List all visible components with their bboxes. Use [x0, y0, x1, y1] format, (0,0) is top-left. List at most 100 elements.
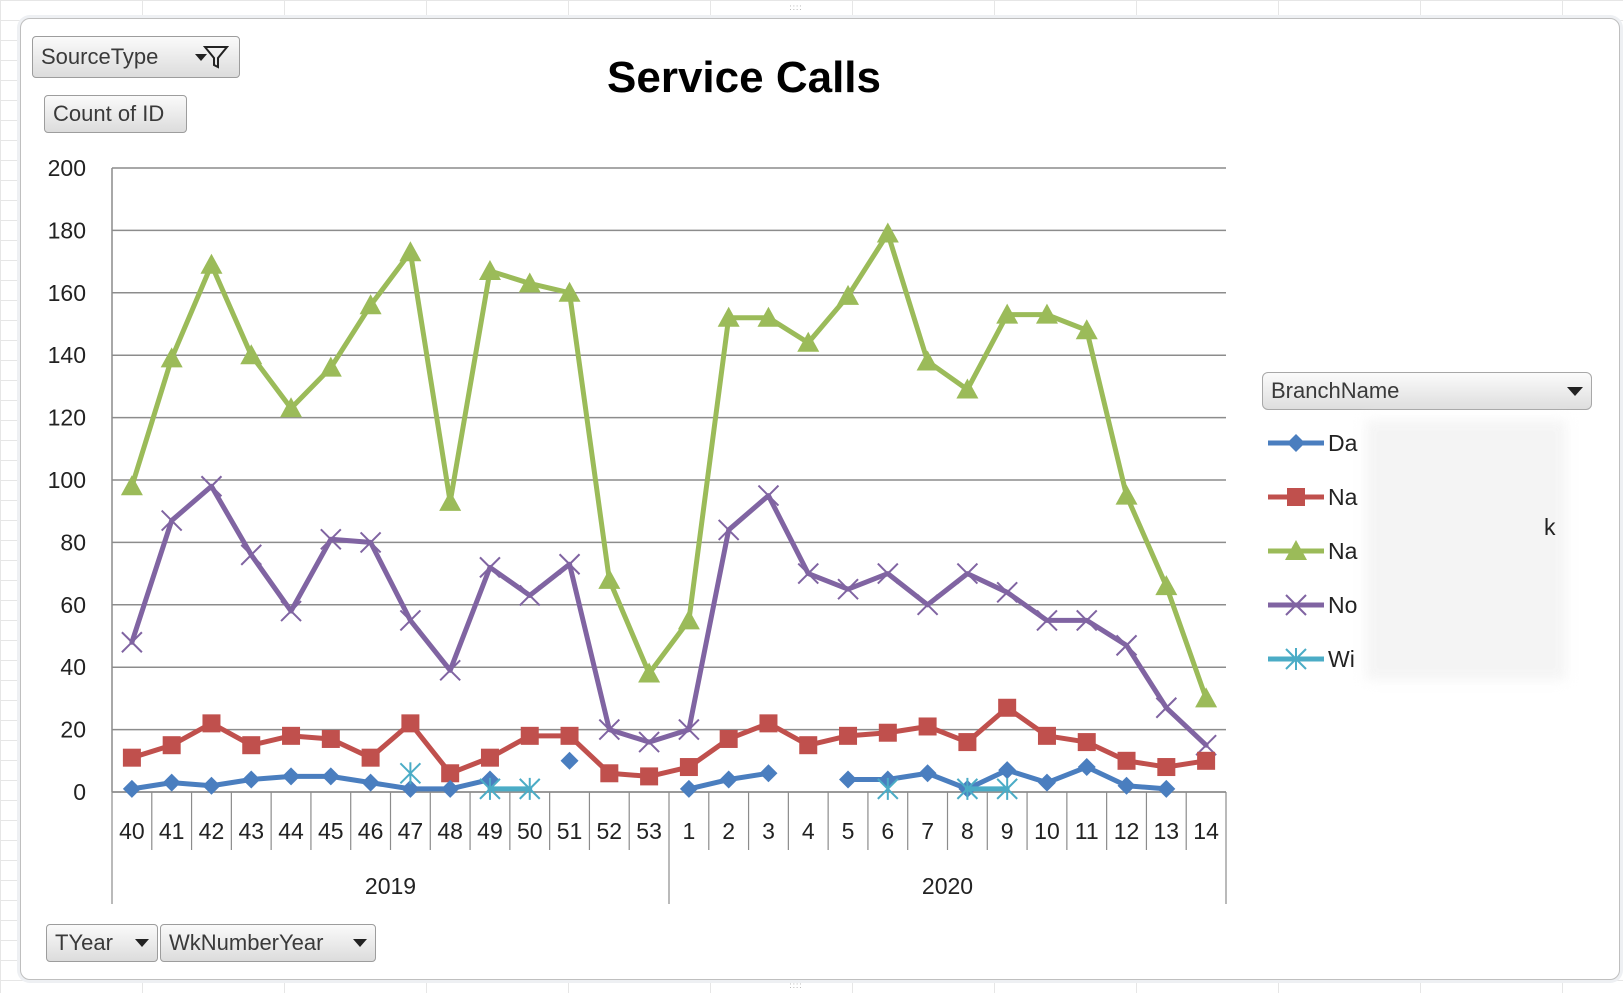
- legend-header-label: BranchName: [1271, 378, 1400, 403]
- data-point: [321, 767, 340, 786]
- data-point: [558, 553, 581, 575]
- x-tick-label: 50: [517, 818, 543, 844]
- data-point: [640, 767, 659, 786]
- data-point: [1157, 758, 1176, 777]
- series-1: [122, 698, 1216, 786]
- tyear-field-button[interactable]: TYear: [46, 924, 158, 962]
- data-point: [717, 306, 740, 327]
- data-point: [518, 272, 541, 293]
- data-point: [479, 777, 501, 800]
- legend-label: Na: [1328, 538, 1358, 564]
- resize-handle-top[interactable]: ::::: [789, 3, 803, 12]
- legend-marker: [1287, 434, 1305, 452]
- chart-title: Service Calls: [607, 53, 881, 102]
- data-point: [1115, 484, 1138, 505]
- source-type-label: SourceType: [41, 44, 159, 69]
- data-point: [956, 777, 979, 800]
- gridlines: [112, 167, 1226, 793]
- x-tick-label: 14: [1193, 818, 1219, 844]
- data-point: [876, 222, 899, 243]
- data-point: [320, 528, 342, 550]
- data-point: [958, 733, 977, 752]
- data-point: [1037, 773, 1056, 792]
- chevron-down-icon: [353, 939, 367, 947]
- x-tick-label: 4: [802, 818, 815, 844]
- data-point: [878, 723, 897, 742]
- data-point: [441, 764, 460, 783]
- data-point: [480, 748, 499, 767]
- legend-swatch-3: [1268, 594, 1324, 616]
- legend-label: Na: [1328, 484, 1358, 510]
- data-point: [162, 736, 181, 755]
- data-point: [996, 581, 1018, 604]
- legend-label-tail: k: [1544, 514, 1556, 540]
- data-point: [839, 770, 858, 789]
- x-tick-label: 53: [636, 818, 662, 844]
- series-line: [129, 705, 1209, 779]
- x-tick-label: 2: [722, 818, 735, 844]
- data-point: [1197, 751, 1216, 770]
- x-tick-label: 3: [762, 818, 775, 844]
- data-point: [1117, 751, 1136, 770]
- data-point: [956, 378, 979, 399]
- data-point: [719, 770, 738, 789]
- data-point: [918, 764, 937, 783]
- data-point: [719, 729, 738, 748]
- resize-handle-bottom[interactable]: ::::: [789, 981, 803, 990]
- data-point: [160, 509, 183, 532]
- data-point: [759, 714, 778, 733]
- data-point: [1076, 609, 1098, 632]
- data-point: [121, 631, 143, 653]
- data-point: [361, 773, 380, 792]
- data-point: [399, 241, 422, 262]
- data-point: [996, 303, 1019, 324]
- series-4: [399, 762, 1018, 800]
- data-point: [242, 736, 261, 755]
- data-point: [837, 284, 860, 305]
- data-point: [200, 253, 223, 274]
- x-tick-label: 51: [557, 818, 583, 844]
- filter-icon: [195, 46, 230, 69]
- data-point: [202, 776, 221, 795]
- data-point: [319, 356, 342, 377]
- y-tick-label: 120: [48, 405, 86, 431]
- data-point: [717, 519, 740, 541]
- data-point: [679, 758, 698, 777]
- y-tick-label: 20: [60, 717, 86, 743]
- count-of-id-button[interactable]: Count of ID: [44, 95, 187, 133]
- legend-marker: [1287, 488, 1305, 506]
- data-point: [638, 731, 660, 753]
- data-point: [439, 490, 462, 511]
- data-point: [998, 698, 1017, 717]
- x-tick-label: 46: [358, 818, 384, 844]
- legend-marker: [1285, 648, 1307, 670]
- y-tick-label: 140: [48, 342, 86, 368]
- data-point: [956, 562, 979, 585]
- x-tick-label: 42: [199, 818, 225, 844]
- chevron-down-icon: [1567, 386, 1583, 396]
- series-layer: [120, 222, 1218, 800]
- data-point: [359, 294, 382, 315]
- data-point: [202, 714, 221, 733]
- data-point: [837, 578, 859, 600]
- x-tick-label: 44: [278, 818, 304, 844]
- chart-object[interactable]: [20, 18, 1620, 980]
- series-line: [129, 773, 493, 792]
- wk-number-year-label: WkNumberYear: [169, 930, 324, 955]
- data-point: [401, 779, 420, 798]
- wk-number-year-field-button[interactable]: WkNumberYear: [160, 924, 376, 962]
- group-label: 2019: [365, 873, 416, 899]
- data-point: [479, 556, 501, 579]
- series-line: [129, 483, 1209, 748]
- x-tick-label: 49: [477, 818, 503, 844]
- data-point: [877, 777, 899, 800]
- x-tick-label: 45: [318, 818, 344, 844]
- data-point: [162, 773, 181, 792]
- legend-marker: [1285, 540, 1307, 560]
- source-type-filter-button[interactable]: SourceType: [32, 36, 240, 78]
- data-point: [280, 600, 302, 622]
- branch-name-legend-filter[interactable]: BranchName: [1262, 372, 1592, 410]
- data-point: [759, 764, 778, 783]
- y-tick-label: 100: [48, 467, 86, 493]
